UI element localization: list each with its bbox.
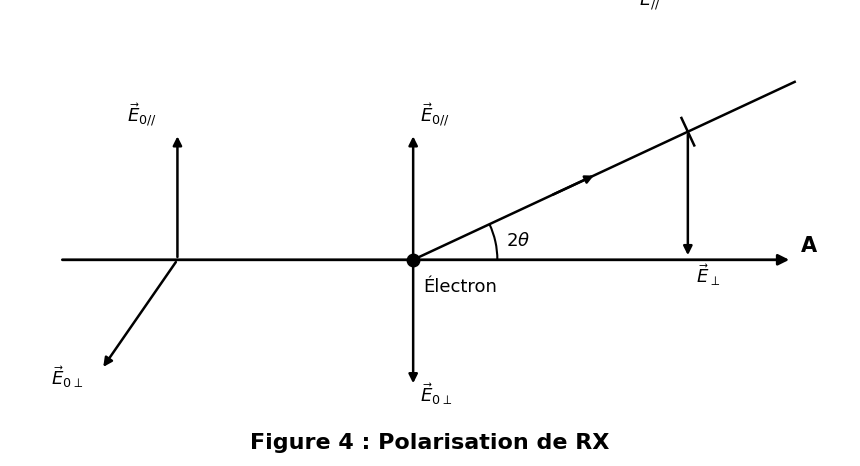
- Text: $2\theta$: $2\theta$: [506, 232, 530, 250]
- Text: A: A: [801, 236, 816, 255]
- Text: $\vec{E}_{\perp}$: $\vec{E}_{\perp}$: [697, 262, 721, 288]
- Text: $\vec{E}_{//}$: $\vec{E}_{//}$: [639, 0, 660, 13]
- Text: $\vec{E}_{0\perp}$: $\vec{E}_{0\perp}$: [420, 381, 452, 407]
- Text: $\vec{E}_{0//}$: $\vec{E}_{0//}$: [127, 102, 157, 129]
- Text: Électron: Électron: [423, 278, 497, 296]
- Text: $\vec{E}_{0\perp}$: $\vec{E}_{0\perp}$: [51, 364, 83, 390]
- Text: Figure 4 : Polarisation de RX: Figure 4 : Polarisation de RX: [250, 433, 610, 453]
- Text: $\vec{E}_{0//}$: $\vec{E}_{0//}$: [420, 102, 450, 129]
